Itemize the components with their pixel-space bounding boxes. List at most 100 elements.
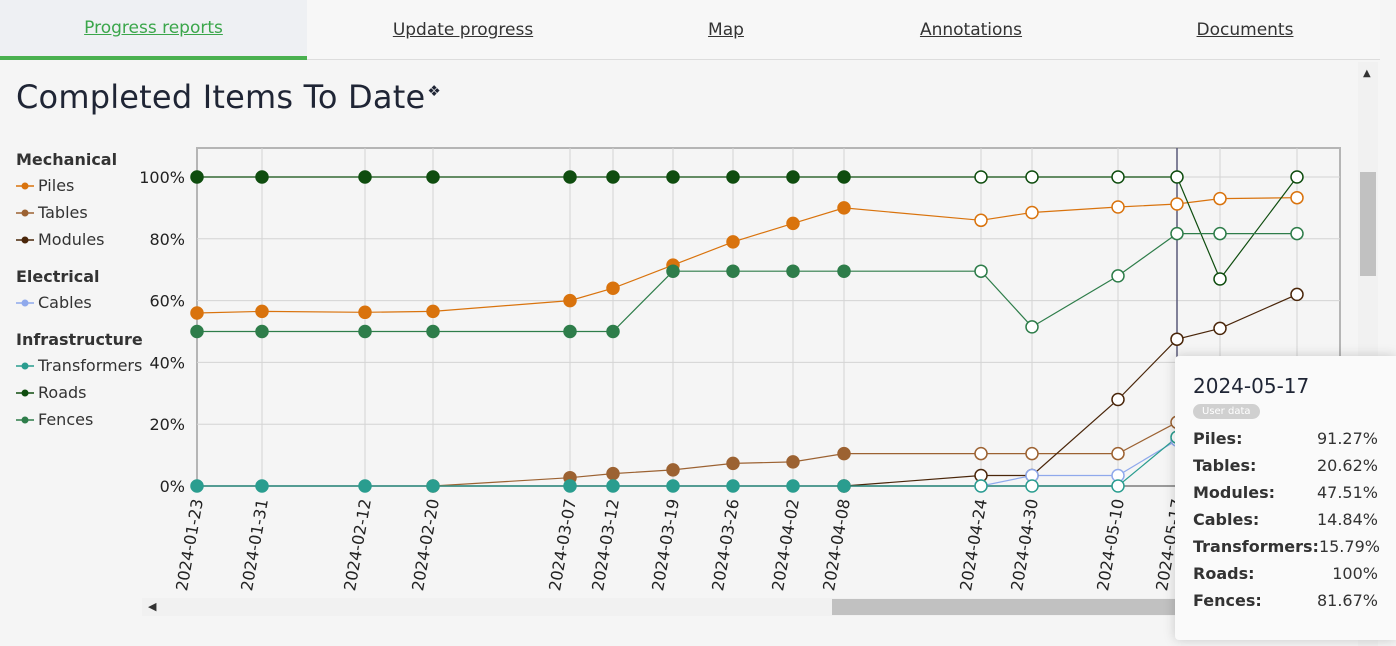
tab-annotations[interactable]: Annotations <box>919 20 1023 40</box>
tooltip-label: Modules: <box>1193 483 1276 502</box>
x-tick-label: 2024-02-12 <box>340 497 375 592</box>
legend-marker-icon <box>16 362 34 369</box>
data-point-tables <box>1025 446 1039 461</box>
data-point-roads <box>726 170 740 184</box>
data-point-piles <box>786 216 800 231</box>
y-tick-label: 60% <box>149 292 185 311</box>
data-point-fences <box>1170 226 1184 241</box>
y-tick-label: 100% <box>139 168 185 187</box>
vertical-scroll-thumb[interactable] <box>1360 172 1376 276</box>
horizontal-scrollbar[interactable]: ◀ <box>142 598 1182 616</box>
data-point-transformers <box>726 479 740 493</box>
x-tick-label: 2024-03-26 <box>708 497 743 592</box>
legend-item-transformers[interactable]: Transformers <box>16 352 143 379</box>
info-icon[interactable]: ❖ <box>427 82 441 101</box>
x-tick-label: 2024-03-19 <box>648 497 683 592</box>
data-point-piles <box>563 293 577 308</box>
data-point-modules <box>1213 321 1227 336</box>
legend-item-roads[interactable]: Roads <box>16 379 143 406</box>
data-point-fences <box>426 324 440 339</box>
tooltip-value: 91.27% <box>1316 429 1378 448</box>
tooltip-row: Fences: 81.67% <box>1193 587 1378 614</box>
tooltip-row: Tables: 20.62% <box>1193 452 1378 479</box>
x-tick-label: 2024-04-08 <box>819 497 854 592</box>
data-point-piles <box>1025 205 1039 220</box>
data-point-piles <box>726 235 740 249</box>
series-line-piles <box>196 197 1298 314</box>
legend-marker-icon <box>16 299 34 306</box>
x-tick-label: 2024-02-20 <box>408 497 443 592</box>
data-point-fences <box>786 264 800 278</box>
data-point-fences <box>974 264 988 278</box>
tooltip-row: Transformers: 15.79% <box>1193 533 1380 560</box>
page-title: Completed Items To Date ❖ <box>16 78 441 116</box>
data-point-piles <box>1111 200 1125 214</box>
series-line-fences <box>197 233 1297 333</box>
tooltip-label: Transformers: <box>1193 537 1319 556</box>
data-point-roads <box>1170 170 1184 184</box>
data-point-tables <box>1111 446 1125 461</box>
data-point-transformers <box>786 479 800 493</box>
data-point-piles <box>426 304 440 319</box>
legend-label: Cables <box>38 293 92 312</box>
data-point-piles <box>837 201 851 215</box>
y-tick-label: 0% <box>160 477 185 496</box>
data-point-piles <box>190 306 204 320</box>
data-point-roads <box>563 170 577 184</box>
tab-documents[interactable]: Documents <box>1196 20 1294 40</box>
legend-item-piles[interactable]: Piles <box>16 172 143 199</box>
y-tick-label: 40% <box>149 353 185 372</box>
data-point-piles <box>606 281 620 295</box>
legend-label: Roads <box>38 383 87 402</box>
legend-marker-icon <box>16 209 34 216</box>
legend-item-fences[interactable]: Fences <box>16 406 143 433</box>
data-point-transformers <box>974 479 988 493</box>
legend-item-tables[interactable]: Tables <box>16 199 143 226</box>
legend-label: Fences <box>38 410 94 429</box>
data-point-fences <box>606 324 620 339</box>
series-line-roads <box>197 176 1298 281</box>
legend-group-mechanical: Mechanical <box>16 150 118 169</box>
series-line-transformers <box>197 436 1178 487</box>
data-point-fences <box>1213 226 1227 241</box>
data-point-roads <box>606 170 620 184</box>
horizontal-scroll-thumb[interactable] <box>832 599 1182 615</box>
data-point-roads <box>786 170 800 184</box>
data-point-fences <box>1290 226 1304 241</box>
tab-map[interactable]: Map <box>708 20 744 40</box>
legend-marker-icon <box>16 182 34 189</box>
data-point-roads <box>1111 170 1125 184</box>
tooltip-date: 2024-05-17 <box>1193 374 1310 398</box>
legend-label: Tables <box>38 203 88 222</box>
data-point-tables <box>666 463 680 477</box>
legend-marker-icon <box>16 416 34 423</box>
y-tick-label: 80% <box>149 230 185 249</box>
tab-update-progress[interactable]: Update progress <box>392 20 534 40</box>
tooltip-value: 100% <box>1332 564 1378 583</box>
legend-marker-icon <box>16 236 34 243</box>
tooltip-label: Piles: <box>1193 429 1243 448</box>
data-point-fences <box>1025 320 1039 334</box>
chart-tooltip: 2024-05-17 User data Piles: 91.27% Tables:… <box>1175 356 1396 640</box>
tab-progress-reports[interactable]: Progress reports <box>0 0 307 60</box>
scroll-up-arrow-icon[interactable]: ▲ <box>1363 68 1371 79</box>
legend-item-cables[interactable]: Cables <box>16 289 143 316</box>
tooltip-value: 47.51% <box>1316 483 1378 502</box>
tooltip-badge: User data <box>1193 404 1260 419</box>
x-tick-label: 2024-04-02 <box>768 497 803 592</box>
legend-label: Transformers <box>38 356 143 375</box>
tooltip-label: Fences: <box>1193 591 1262 610</box>
legend-item-modules[interactable]: Modules <box>16 226 143 253</box>
tooltip-label: Tables: <box>1193 456 1257 475</box>
data-point-modules <box>1111 392 1125 407</box>
data-point-modules <box>1290 287 1304 302</box>
tooltip-value: 15.79% <box>1318 537 1380 556</box>
data-point-transformers <box>358 479 372 493</box>
scroll-left-arrow-icon[interactable]: ◀ <box>148 600 157 613</box>
data-point-tables <box>606 466 620 481</box>
legend-group-infrastructure: Infrastructure <box>16 330 143 349</box>
x-tick-label: 2024-03-07 <box>545 497 580 592</box>
legend-marker-icon <box>16 389 34 396</box>
data-point-transformers <box>426 479 440 493</box>
